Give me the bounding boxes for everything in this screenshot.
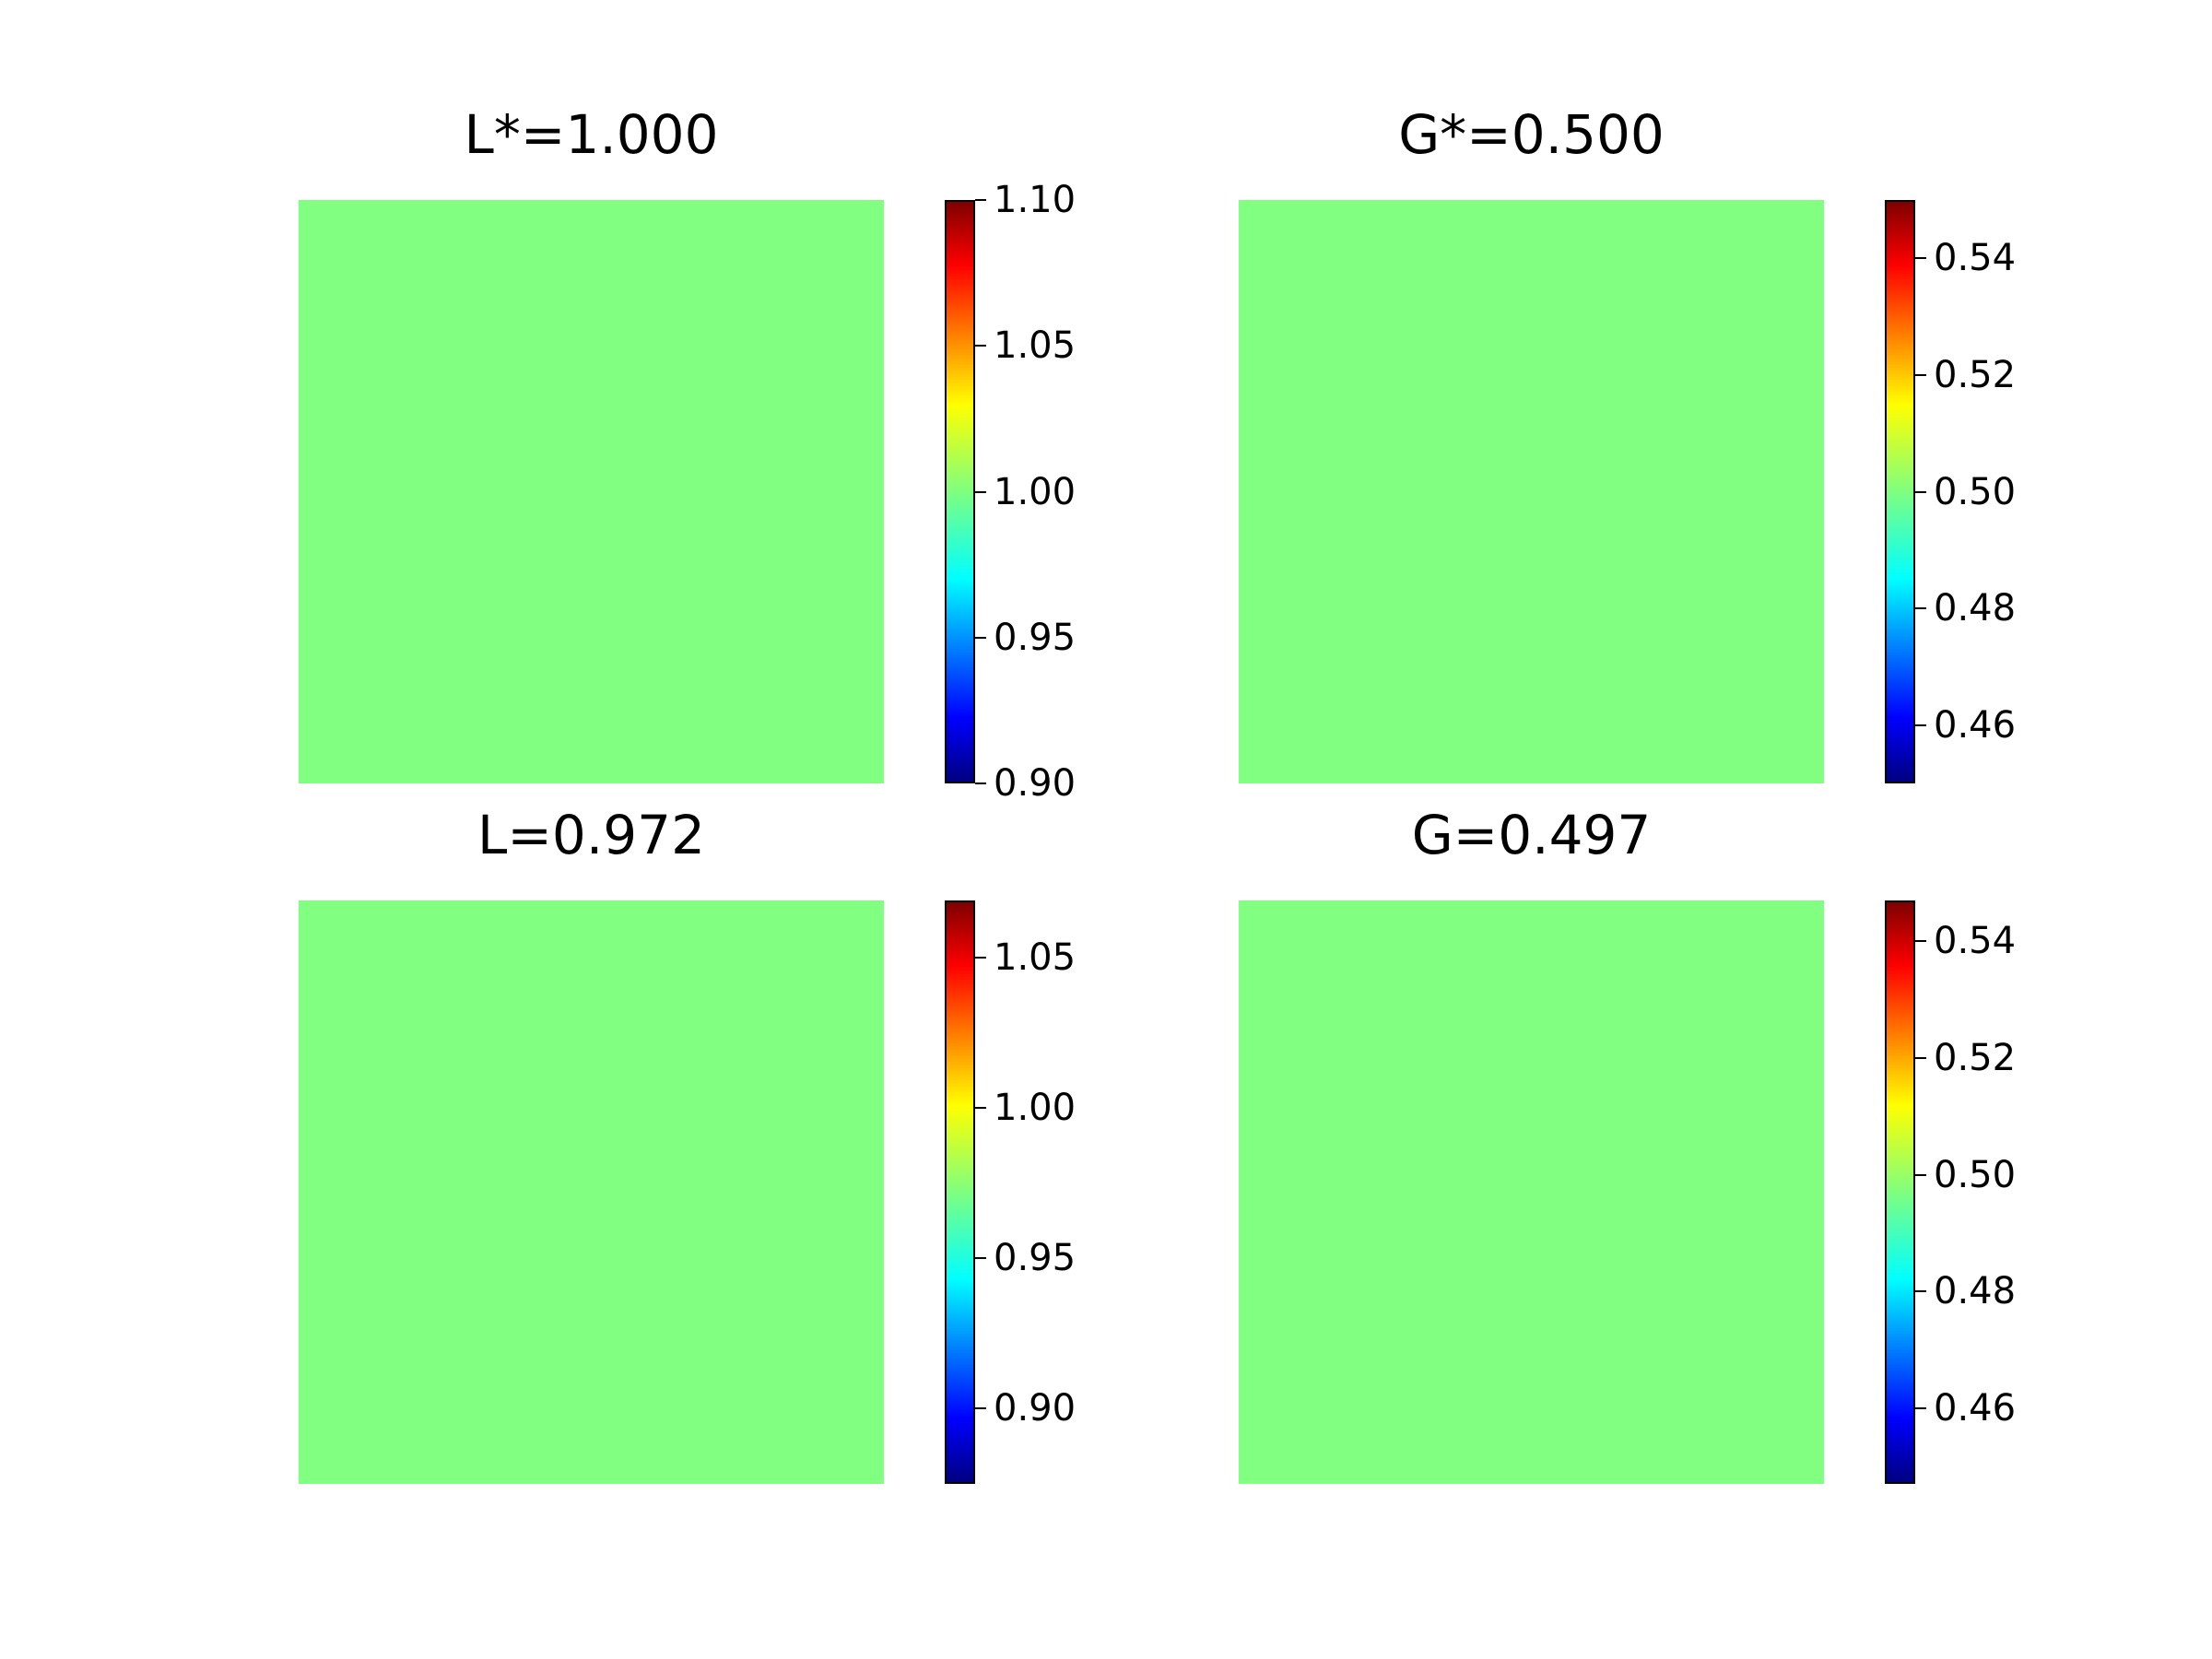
heatmap-g-star bbox=[1239, 200, 1824, 783]
colorbar-l bbox=[945, 900, 975, 1484]
colorbar-tick bbox=[975, 782, 986, 784]
colorbar-tick bbox=[975, 345, 986, 347]
colorbar-tick-label: 0.46 bbox=[1934, 703, 2017, 747]
colorbar-tick bbox=[1915, 1056, 1926, 1059]
colorbar-tick bbox=[1915, 607, 1926, 610]
colorbar-tick-label: 0.50 bbox=[1934, 1153, 2017, 1196]
colorbar-tick-label: 0.52 bbox=[1934, 1036, 2017, 1079]
colorbar-tick bbox=[1915, 257, 1926, 260]
colorbar-tick-label: 1.10 bbox=[994, 179, 1077, 221]
panel-title: G*=0.500 bbox=[1398, 103, 1665, 166]
colorbar-l-star bbox=[945, 200, 975, 783]
colorbar-tick-label: 1.00 bbox=[994, 470, 1077, 513]
colorbar-tick bbox=[975, 199, 986, 201]
colorbar-tick bbox=[975, 490, 986, 493]
panel-title: L*=1.000 bbox=[464, 103, 719, 166]
colorbar-tick-label: 0.90 bbox=[994, 1387, 1077, 1430]
colorbar-tick bbox=[1915, 1173, 1926, 1176]
heatmap-l-star bbox=[299, 200, 884, 783]
colorbar-tick-label: 1.00 bbox=[994, 1087, 1077, 1130]
colorbar-tick-label: 0.90 bbox=[994, 762, 1077, 805]
colorbar-tick bbox=[975, 1257, 986, 1260]
colorbar-tick-label: 1.05 bbox=[994, 324, 1077, 368]
heatmap-l bbox=[299, 900, 884, 1484]
colorbar-tick-label: 0.95 bbox=[994, 616, 1077, 659]
colorbar-tick bbox=[1915, 490, 1926, 493]
colorbar-tick-label: 0.48 bbox=[1934, 1270, 2017, 1313]
panel-title: L=0.972 bbox=[477, 804, 705, 866]
colorbar-tick bbox=[975, 1407, 986, 1410]
colorbar-tick-label: 0.54 bbox=[1934, 237, 2017, 280]
colorbar-tick-label: 1.05 bbox=[994, 935, 1077, 979]
colorbar-tick-label: 0.52 bbox=[1934, 353, 2017, 396]
colorbar-g-star bbox=[1885, 200, 1915, 783]
heatmap-g bbox=[1239, 900, 1824, 1484]
colorbar-tick-label: 0.46 bbox=[1934, 1386, 2017, 1430]
colorbar-tick-label: 0.95 bbox=[994, 1237, 1077, 1280]
colorbar-g bbox=[1885, 900, 1915, 1484]
colorbar-tick bbox=[975, 636, 986, 639]
colorbar-tick bbox=[1915, 1406, 1926, 1409]
colorbar-tick bbox=[1915, 373, 1926, 376]
colorbar-tick-label: 0.54 bbox=[1934, 920, 2017, 963]
colorbar-tick bbox=[975, 1107, 986, 1110]
colorbar-tick-label: 0.50 bbox=[1934, 470, 2017, 513]
colorbar-tick-label: 0.48 bbox=[1934, 587, 2017, 630]
panel-title: G=0.497 bbox=[1411, 804, 1652, 866]
colorbar-tick bbox=[1915, 1290, 1926, 1293]
colorbar-tick bbox=[975, 956, 986, 959]
colorbar-tick bbox=[1915, 940, 1926, 943]
colorbar-tick bbox=[1915, 724, 1926, 726]
